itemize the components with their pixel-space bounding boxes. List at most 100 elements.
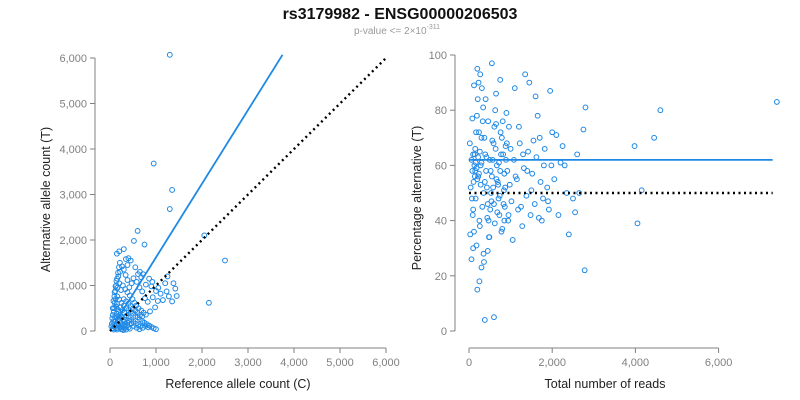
y-tick-label: 60 <box>435 160 447 172</box>
allele-count-panel: 0 1,000 2,000 3,000 4,000 5,000 6,000 0 1,000 2,0… <box>39 51 400 391</box>
data-point <box>470 206 477 213</box>
data-point <box>474 286 481 293</box>
data-point <box>522 71 529 78</box>
data-point <box>527 212 534 218</box>
data-point <box>109 305 116 312</box>
data-point <box>476 223 483 230</box>
data-point <box>515 206 521 213</box>
y-axis-label: Alternative allele count (T) <box>39 127 53 272</box>
data-point <box>471 151 478 158</box>
data-point <box>490 140 497 147</box>
data-point <box>488 198 495 205</box>
data-point <box>580 126 587 133</box>
data-point <box>166 206 173 212</box>
x-tick-label: 1,000 <box>142 357 170 369</box>
data-point <box>553 132 560 138</box>
data-point <box>530 137 537 144</box>
data-point <box>540 195 546 202</box>
data-point <box>500 151 507 158</box>
data-point <box>507 145 514 152</box>
data-point <box>497 129 504 136</box>
x-tick-label: 6,000 <box>372 357 400 369</box>
data-point <box>481 259 487 265</box>
data-point <box>582 104 589 111</box>
data-point <box>488 190 494 196</box>
data-point <box>537 179 544 185</box>
data-point <box>503 110 510 116</box>
data-point <box>160 297 166 303</box>
data-point <box>122 272 129 278</box>
data-point <box>481 317 488 323</box>
data-point <box>469 212 476 218</box>
x-tick-label: 0 <box>466 357 472 369</box>
chart-subtitle: p-value <= 2×10-311 <box>354 24 440 37</box>
data-point <box>502 184 509 191</box>
data-point <box>477 181 484 188</box>
data-point <box>475 173 482 180</box>
data-point <box>524 168 531 174</box>
data-point <box>501 217 508 224</box>
data-point <box>481 179 488 185</box>
data-point <box>474 65 481 72</box>
data-point <box>114 275 121 282</box>
data-point <box>169 187 176 193</box>
data-point <box>113 310 120 317</box>
data-point <box>534 112 541 119</box>
data-point <box>133 278 140 285</box>
data-point <box>114 250 120 257</box>
data-point <box>479 203 486 210</box>
data-point <box>473 165 480 172</box>
y-tick-label: 4,000 <box>59 144 87 156</box>
chart-title: rs3179982 - ENSG00000206503 <box>283 6 518 23</box>
data-point <box>470 179 477 185</box>
data-point <box>120 246 127 253</box>
data-point <box>466 140 473 147</box>
data-point <box>467 184 474 191</box>
data-point <box>519 223 526 230</box>
data-point <box>651 134 658 141</box>
data-point <box>480 104 487 111</box>
data-point <box>477 71 484 78</box>
data-point <box>476 217 483 224</box>
data-point <box>494 179 501 185</box>
data-point <box>549 129 556 136</box>
data-point <box>540 162 547 169</box>
data-point <box>111 293 118 300</box>
data-point <box>122 256 129 263</box>
data-point <box>469 168 476 174</box>
x-tick-label: 2,000 <box>538 357 566 369</box>
data-point <box>145 324 152 331</box>
data-point <box>497 168 504 174</box>
data-point <box>548 162 555 169</box>
percentage-panel: 0 2,000 4,000 6,000 0 20 40 60 80 100 Total number… <box>410 50 780 391</box>
data-point <box>491 314 497 321</box>
data-point <box>474 112 480 119</box>
data-point <box>576 190 583 196</box>
data-point <box>506 123 512 130</box>
data-point <box>124 277 131 283</box>
data-point <box>470 151 477 158</box>
data-point <box>525 148 531 155</box>
data-point <box>490 184 497 191</box>
data-point <box>169 298 176 305</box>
x-tick-label: 6,000 <box>705 357 733 369</box>
data-point <box>555 212 562 218</box>
data-point <box>484 248 491 254</box>
data-point <box>574 151 581 158</box>
data-point <box>570 195 576 202</box>
data-point <box>505 217 512 224</box>
data-point <box>172 285 179 292</box>
y-tick-label: 20 <box>435 271 447 283</box>
data-point <box>469 195 475 202</box>
data-point <box>481 134 488 141</box>
scatter-points <box>108 51 228 333</box>
data-point <box>133 324 140 331</box>
data-point <box>472 168 479 174</box>
data-point <box>149 278 156 285</box>
data-point <box>116 264 122 271</box>
x-tick-label: 4,000 <box>622 357 650 369</box>
y-axis-label: Percentage alternative (T) <box>410 126 424 271</box>
data-point <box>491 123 498 130</box>
data-point <box>476 170 482 177</box>
